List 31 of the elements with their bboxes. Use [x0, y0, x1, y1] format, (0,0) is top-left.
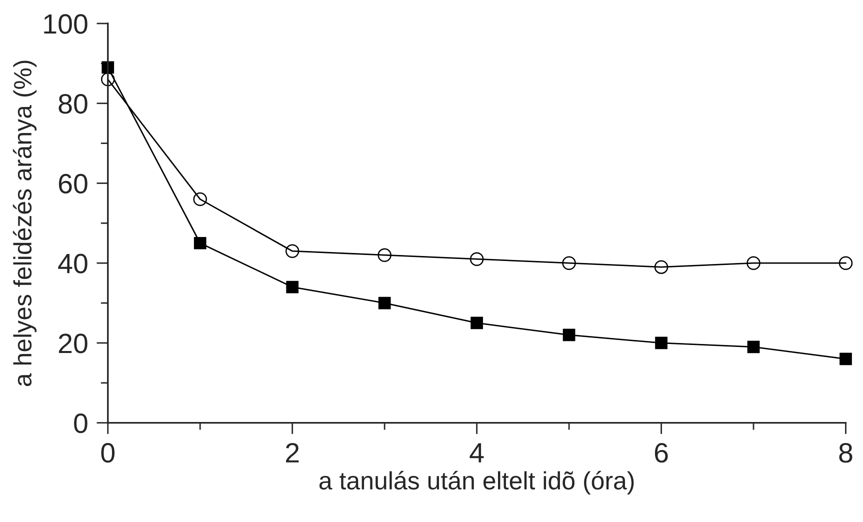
- y-tick-label: 20: [58, 334, 88, 354]
- point: [193, 192, 207, 206]
- point: [838, 256, 853, 270]
- point: [654, 260, 668, 274]
- point: [102, 61, 114, 74]
- y-tick-label: 60: [58, 174, 88, 194]
- point: [746, 256, 760, 270]
- x-tick-label: 0: [101, 443, 115, 463]
- point: [194, 236, 206, 250]
- x-tick-label: 6: [654, 443, 668, 463]
- x-axis-title: a tanulás után eltelt idõ (óra): [319, 470, 634, 495]
- point: [840, 352, 852, 366]
- point: [286, 280, 299, 294]
- y-tick-label: 80: [58, 94, 88, 114]
- point: [470, 316, 483, 330]
- point: [378, 248, 392, 262]
- point: [378, 296, 391, 310]
- point: [470, 252, 484, 266]
- x-tick-label: 8: [839, 443, 852, 463]
- y-tick-label: 0: [74, 413, 88, 434]
- y-tick-label: 40: [58, 254, 88, 274]
- y-axis-title: a helyes felidézés aránya (%): [12, 60, 37, 386]
- point: [747, 340, 760, 354]
- point: [101, 72, 115, 86]
- y-tick-label: 100: [44, 14, 88, 34]
- x-tick-label: 2: [286, 443, 299, 462]
- x-tick-label: 4: [470, 443, 484, 462]
- point: [562, 256, 576, 270]
- point: [285, 244, 300, 258]
- point: [655, 336, 668, 350]
- point: [562, 328, 576, 342]
